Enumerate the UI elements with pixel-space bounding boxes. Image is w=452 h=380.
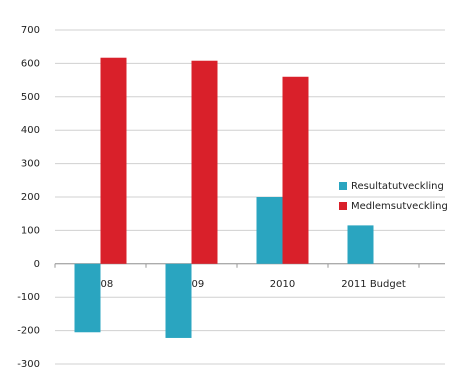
y-tick-label: 600 [21, 58, 40, 69]
bar [347, 225, 374, 264]
bar [74, 263, 101, 333]
y-tick-label: 100 [21, 225, 40, 236]
y-tick-label: 400 [21, 125, 40, 136]
y-tick-label: 200 [21, 192, 40, 203]
y-tick-label: 500 [21, 92, 40, 103]
bar [256, 197, 283, 264]
legend-label: Medlemsutveckling [351, 201, 448, 212]
legend-label: Resultatutveckling [351, 181, 444, 192]
x-tick-label: 2011 Budget [341, 279, 406, 290]
bar [191, 60, 218, 264]
legend-swatch [339, 202, 347, 210]
bar [282, 76, 309, 264]
y-tick-label: -300 [17, 359, 40, 370]
y-tick-label: 0 [34, 259, 40, 270]
legend-swatch [339, 182, 347, 190]
bar [100, 57, 127, 264]
bar [165, 263, 192, 338]
y-tick-label: 300 [21, 159, 40, 170]
y-tick-label: 700 [21, 25, 40, 36]
y-tick-label: -100 [17, 292, 40, 303]
x-tick-label: 2010 [270, 279, 295, 290]
y-tick-label: -200 [17, 326, 40, 337]
